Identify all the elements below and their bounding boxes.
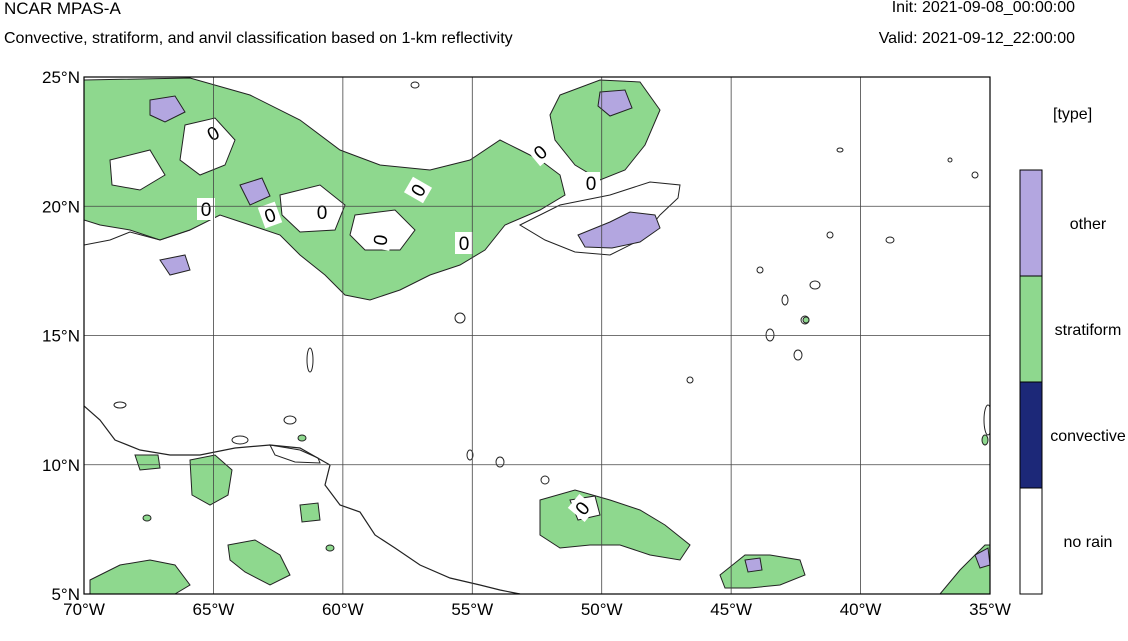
contour-label: 0 bbox=[459, 234, 470, 255]
contour-label-background bbox=[567, 494, 597, 522]
other-region bbox=[239, 177, 271, 206]
stratiform-region bbox=[719, 554, 806, 589]
longitude-label: 45°W bbox=[710, 600, 752, 619]
coastline bbox=[269, 444, 321, 464]
scattered-cells bbox=[142, 316, 989, 552]
plot-frame bbox=[83, 76, 991, 595]
legend-swatch-stratiform bbox=[1019, 275, 1043, 383]
contour-label-background bbox=[257, 201, 283, 229]
contour-label-background bbox=[455, 232, 473, 254]
longitude-label: 70°W bbox=[63, 600, 105, 619]
init-time: Init: 2021-09-08_00:00:00 bbox=[891, 0, 1075, 16]
latitude-label: 15°N bbox=[42, 327, 80, 346]
stratiform-region bbox=[189, 454, 233, 506]
other-region bbox=[597, 89, 633, 117]
legend-colorbar: other stratiform convective no rain bbox=[1019, 169, 1126, 595]
coastline bbox=[84, 405, 521, 594]
other-region bbox=[149, 95, 186, 123]
scattered-cells bbox=[113, 81, 990, 485]
contour-label-background bbox=[526, 137, 554, 167]
legend-label-no-rain: no rain bbox=[1064, 534, 1113, 551]
legend-label-stratiform: stratiform bbox=[1055, 322, 1122, 339]
longitude-label: 50°W bbox=[581, 600, 623, 619]
other-region bbox=[577, 211, 661, 249]
contour-label-background bbox=[403, 176, 433, 204]
contour-label: 0 bbox=[370, 233, 393, 247]
legend-swatch-convective bbox=[1019, 381, 1043, 489]
stratiform-region bbox=[549, 79, 661, 181]
latitude-label: 20°N bbox=[42, 197, 80, 216]
contour-label-background bbox=[199, 118, 227, 148]
stratiform-region bbox=[134, 454, 161, 471]
longitude-labels: 70°W 65°W 60°W 55°W 50°W 45°W 40°W 35°W bbox=[63, 600, 1011, 619]
coastline bbox=[84, 229, 191, 246]
other-region bbox=[159, 254, 191, 276]
stratiform-region bbox=[227, 539, 291, 586]
contour-label-background bbox=[367, 229, 393, 251]
longitude-label: 65°W bbox=[193, 600, 235, 619]
legend-title: [type] bbox=[1053, 106, 1093, 123]
latitude-label: 10°N bbox=[42, 456, 80, 475]
contour-label-background bbox=[582, 172, 600, 194]
latitude-labels: 25°N 20°N 15°N 10°N 5°N bbox=[42, 68, 80, 604]
stratiform-region bbox=[89, 559, 191, 594]
other-region bbox=[744, 557, 763, 573]
stratiform-region bbox=[299, 502, 321, 523]
map-subtitle: Convective, stratiform, and anvil classi… bbox=[4, 30, 513, 47]
legend-swatch-other bbox=[1019, 169, 1043, 277]
map-title: NCAR MPAS-A bbox=[4, 0, 121, 18]
longitude-label: 55°W bbox=[451, 600, 493, 619]
stratiform-region bbox=[539, 489, 691, 561]
contour-label-background bbox=[197, 198, 215, 220]
no-rain-pocket bbox=[109, 149, 166, 191]
contour-label: 0 bbox=[201, 200, 212, 221]
longitude-label: 35°W bbox=[969, 600, 1011, 619]
no-rain-pocket bbox=[349, 209, 416, 251]
legend-label-other: other bbox=[1070, 216, 1107, 233]
longitude-label: 60°W bbox=[322, 600, 364, 619]
valid-time: Valid: 2021-09-12_22:00:00 bbox=[878, 30, 1075, 47]
longitude-label: 40°W bbox=[840, 600, 882, 619]
legend-swatch-no-rain bbox=[1019, 487, 1043, 595]
latitude-label: 25°N bbox=[42, 68, 80, 87]
latitude-label: 5°N bbox=[51, 585, 80, 604]
contour-label: 0 bbox=[317, 203, 328, 224]
legend-label-convective: convective bbox=[1050, 428, 1126, 445]
contour-label: 0 bbox=[586, 174, 597, 195]
other-region bbox=[974, 547, 990, 569]
